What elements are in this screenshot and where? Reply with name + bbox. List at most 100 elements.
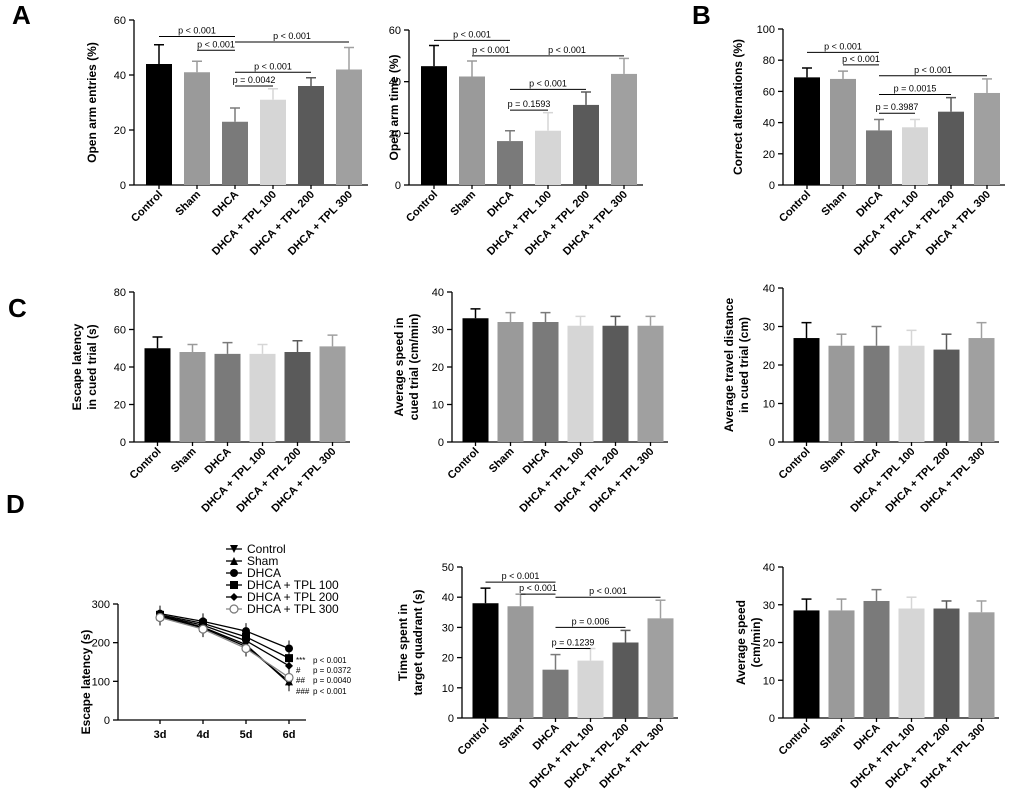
x-tick-label: 3d [154,729,167,741]
category-label: DHCA + TPL 200 [883,446,952,515]
y-tick-label: 20 [763,638,775,650]
legend-label: DHCA + TPL 100 [247,578,339,592]
x-tick-label: 5d [240,729,253,741]
legend-marker [230,593,238,601]
panel-letter-d: D [6,489,25,519]
category-label: Sham [497,721,527,751]
data-point [241,643,251,654]
category-label: DHCA [485,189,516,220]
category-label: DHCA + TPL 200 [562,722,631,791]
panel-letter-c: C [8,293,27,323]
chart-time-target-quadrant: 0 10 20 30 40 50 Time spent in target quadrant … [396,562,678,791]
bar-dhca-tpl-200 [933,608,960,718]
y-axis-label: Average speed [734,600,748,685]
bar-sham [497,322,524,442]
category-label: DHCA + TPL 200 [552,446,621,515]
p-value-label: p < 0.001 [313,687,347,696]
category-label: Control [455,722,491,758]
category-label: DHCA + TPL 300 [918,446,987,515]
bar-dhca-tpl-100 [567,325,594,442]
legend-label: Sham [247,554,278,568]
legend-marker [230,557,238,565]
y-tick-label: 10 [763,399,775,411]
bar-dhca [542,669,569,718]
bar-dhca [532,322,559,442]
legend-marker [229,604,239,614]
category-label: DHCA + TPL 300 [924,189,993,258]
y-tick-label: 0 [104,715,110,727]
category-label: DHCA [854,189,885,220]
category-label: Sham [448,188,478,218]
category-label: DHCA + TPL 100 [210,189,279,258]
p-value-label: p < 0.001 [502,571,540,581]
bar-dhca-tpl-100 [249,353,276,442]
bar-dhca-tpl-200 [573,104,599,185]
bar-control [794,77,820,185]
p-value-label: p < 0.001 [914,65,952,75]
bar-control [793,610,820,718]
p-value-label: p = 0.0015 [894,84,937,94]
bar-dhca [863,600,890,718]
y-tick-label: 0 [769,437,775,449]
chart-escape-latency-days: 0 100 200 300 3d 4d 5d 6d Escape latency (s) Cont… [79,542,352,741]
category-label: DHCA + TPL 100 [517,446,586,515]
bar-dhca-tpl-200 [933,349,960,442]
bar-dhca [214,353,241,442]
y-axis-label: target quadrant (s) [411,589,425,695]
bar-dhca-tpl-200 [602,325,629,442]
y-tick-label: 40 [432,287,444,299]
bar-control [793,338,820,442]
bar-sham [184,72,210,185]
y-tick-label: 0 [120,180,126,192]
data-point [284,672,294,683]
category-label: DHCA + TPL 200 [883,722,952,791]
bar-control [144,348,171,442]
bar-dhca-tpl-300 [974,92,1000,185]
x-tick-label: 4d [197,729,210,741]
category-label: DHCA [852,722,883,753]
y-tick-label: 10 [763,675,775,687]
y-tick-label: 60 [114,15,126,27]
bar-control [146,64,172,185]
bar-sham [459,76,485,185]
bar-dhca-tpl-100 [260,99,286,185]
category-label: DHCA + TPL 300 [918,722,987,791]
bar-dhca [866,130,892,185]
y-tick-label: 40 [114,362,126,374]
series-line-dhca-tpl-200 [159,614,290,667]
bar-dhca-tpl-300 [611,73,637,185]
category-label: DHCA + TPL 300 [587,446,656,515]
category-label: DHCA + TPL 100 [485,189,554,258]
p-value-label: p = 0.1593 [508,99,551,109]
x-tick-label: 6d [283,729,296,741]
category-label: DHCA + TPL 300 [269,446,338,515]
y-axis-label: Time spent in [396,604,410,681]
category-label: DHCA [203,446,234,477]
bar-sham [828,610,855,718]
bar-sham [179,352,206,442]
chart-average-speed-cued: 0 10 20 30 40 Average speed in cued trial (cm/… [392,287,668,515]
bar-dhca-tpl-300 [968,612,995,718]
category-label: Control [404,189,440,225]
legend-label: Control [247,542,286,556]
significance-mark: ### [296,687,310,696]
category-label: Control [129,189,165,225]
data-point [198,624,208,634]
y-tick-label: 10 [432,400,444,412]
p-value-label: p < 0.001 [178,26,216,36]
y-tick-label: 50 [442,562,454,574]
p-value-label: p = 0.1239 [552,638,595,648]
p-value-label: p = 0.0040 [313,676,352,685]
y-tick-label: 60 [114,325,126,337]
bar-dhca-tpl-300 [647,618,674,718]
category-label: DHCA + TPL 300 [561,189,630,258]
p-value-label: p = 0.006 [572,616,610,626]
category-label: DHCA + TPL 100 [199,446,268,515]
category-label: Control [445,446,481,482]
y-tick-label: 0 [438,437,444,449]
y-tick-label: 30 [763,600,775,612]
y-tick-label: 80 [763,55,775,67]
bar-dhca [863,345,890,442]
